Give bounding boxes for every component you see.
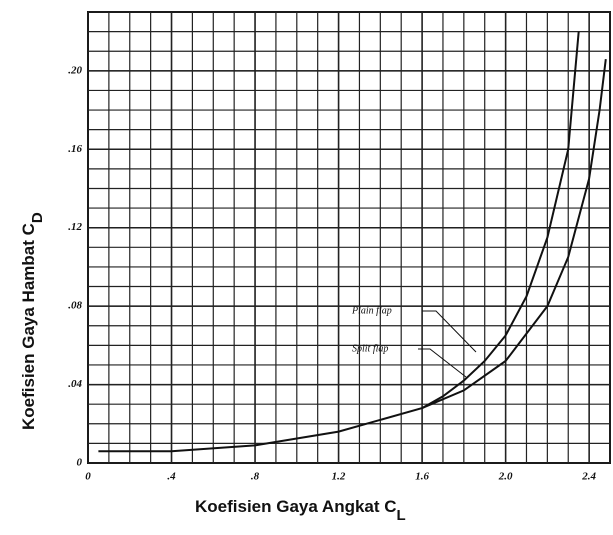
plot-frame [87,11,611,464]
y-tick-label: .16 [68,143,82,155]
y-axis-label: Koefisien Gaya Hambat CD [19,212,45,430]
x-tick-label: 2.4 [581,471,596,483]
y-tick-label: .08 [68,300,82,312]
x-axis-label: Koefisien Gaya Angkat CL [195,497,406,523]
x-axis-label-text: Koefisien Gaya Angkat C [195,497,397,516]
y-tick-label: .20 [68,64,82,76]
y-tick-label: 0 [77,457,83,469]
x-tick-label: 2.0 [498,471,513,483]
y-tick-label: .12 [68,221,82,233]
curve [421,31,580,409]
x-axis-label-sub: L [397,507,406,524]
x-tick-label: 0 [85,471,91,483]
curve [98,58,607,453]
x-tick-label: .8 [251,471,260,483]
x-tick-label: 1.2 [332,471,346,483]
x-tick-label: 1.6 [415,471,429,483]
x-tick-label: .4 [167,471,176,483]
y-axis-label-text: Koefisien Gaya Hambat C [19,223,38,430]
y-tick-label: .04 [68,378,82,390]
annotation: Split flap [352,343,388,354]
annotation: Plain flap [351,305,392,316]
annotation-leaders [418,310,477,378]
y-axis-label-sub: D [29,212,46,223]
